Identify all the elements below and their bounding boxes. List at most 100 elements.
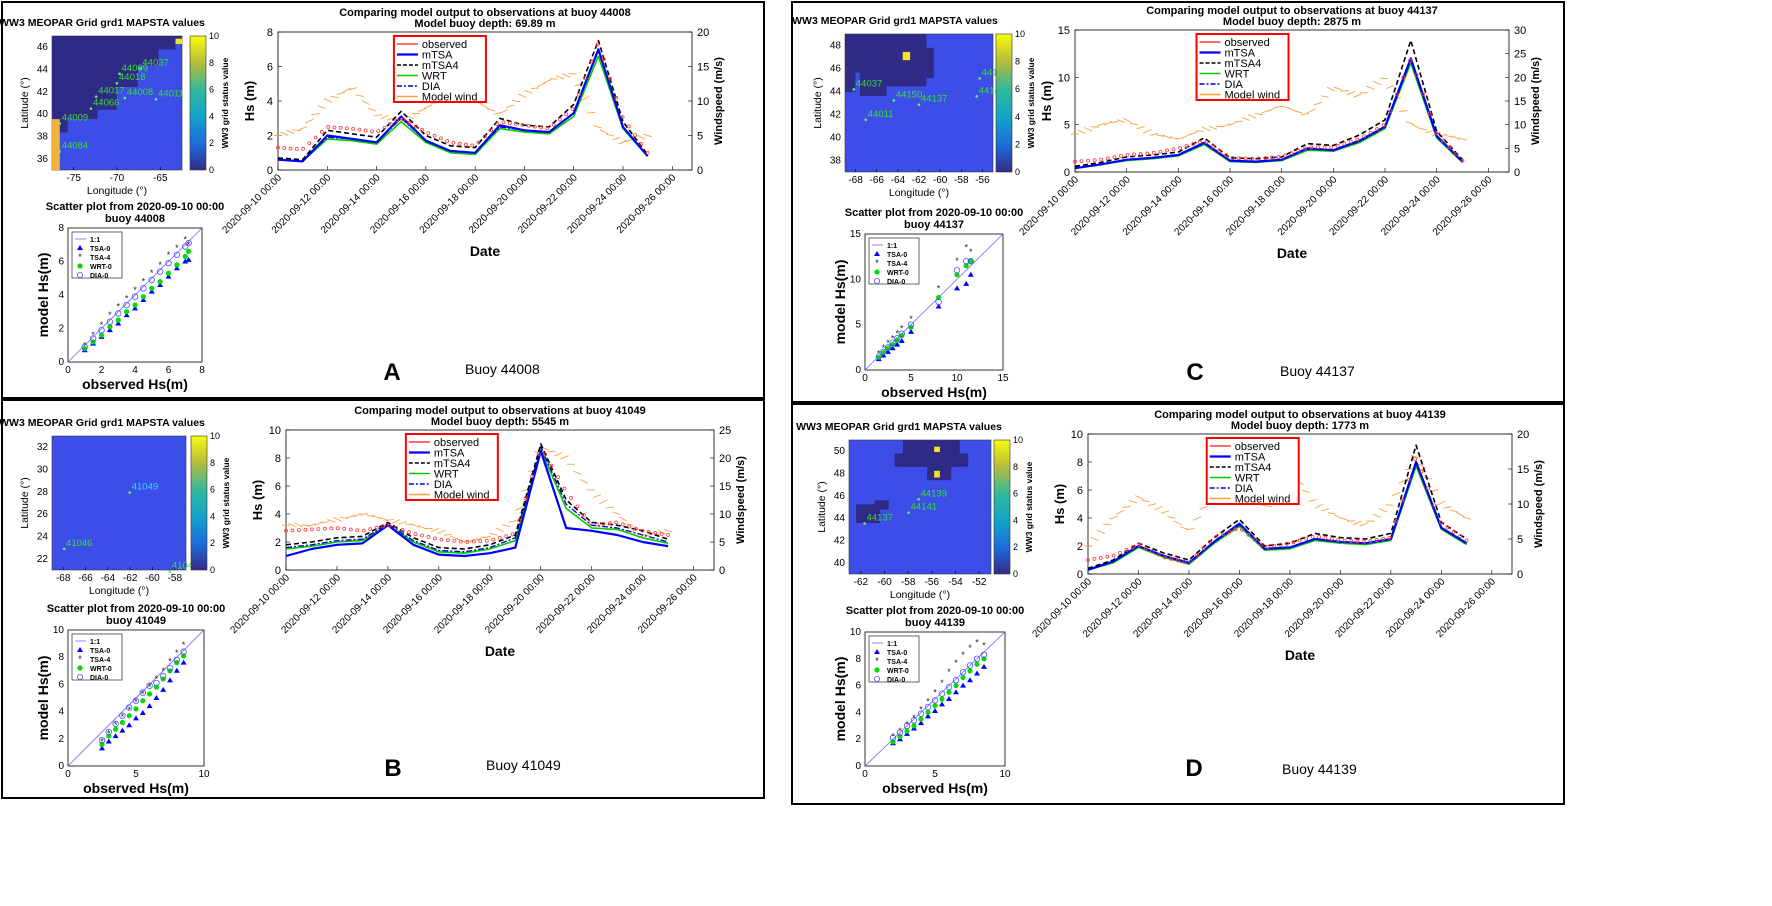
ts-plot-area [285,429,715,571]
map-xtick-label: -58 [901,577,916,588]
observed-point [1156,552,1161,557]
wind-arrow [1314,503,1324,509]
sc-point-dia0 [935,298,942,306]
observed-point [545,126,550,131]
map-ytick-label: 44 [834,513,846,524]
observed-point [1439,520,1443,525]
sc-point-wrt0 [174,262,180,268]
sc-xtick-label: 2 [99,365,105,376]
wind-arrow [593,124,602,129]
sc-point-tsa4: * [891,333,895,343]
sc-ytick-label: 15 [850,229,862,240]
observed-point [1276,155,1281,159]
wind-arrow [437,529,446,535]
station-label: 44141 [911,502,937,513]
sc-point-tsa4: * [891,732,895,742]
panel-letter: C [1186,359,1203,386]
station-label: 44137 [921,94,947,105]
sc-point-tsa4: * [937,283,941,293]
map-ytick-label: 40 [830,133,842,144]
colorbar-tick-label: 6 [1013,489,1018,499]
station-label: 41046 [66,538,92,549]
wind-arrow [1143,128,1152,134]
sc-point-dia0 [966,662,974,669]
sc-point-tsa0 [932,708,938,714]
sc-title: Scatter plot from 2020-09-10 00:00 [47,603,226,615]
ts-ytick-label: 2 [1077,541,1083,553]
map-xlabel: Longitude (°) [890,589,950,601]
map-ytick-label: 48 [830,41,842,52]
series-line-wrt [285,448,669,554]
wind-arrow [514,506,524,511]
colorbar-tick-label: 4 [209,111,214,121]
observed-point [1073,159,1077,164]
wind-arrow [547,450,556,453]
ts-ytick-label: 8 [275,453,281,465]
ts-wtick-label: 15 [719,481,731,493]
sc-point-tsa4: * [148,682,152,692]
sc-point-tsa4: * [187,240,191,250]
sc-ytick-label: 6 [58,679,64,690]
observed-point [451,140,456,145]
observed-point [639,142,644,146]
wind-arrow [366,514,375,517]
observed-point [1240,527,1244,532]
sc-point-dia0 [112,720,119,728]
colorbar-tick-label: 4 [1015,112,1020,122]
wind-arrow [1180,526,1189,530]
colorbar-tick-label: 0 [1013,569,1018,579]
wind-arrow [1160,510,1170,514]
observed-point [1233,527,1238,532]
sc-point-tsa4: * [909,314,913,324]
sc-point-dia0 [166,664,174,672]
observed-point [1182,559,1187,564]
station-marker [58,122,62,125]
sc-legend-label: WRT-0 [887,668,909,675]
station-label: 44037 [142,57,168,68]
sc-point-tsa4: * [100,737,104,747]
sc-point-tsa4: * [886,338,890,348]
observed-point [1414,73,1419,77]
observed-point [1460,158,1465,163]
observed-point [355,528,360,533]
observed-point [1151,150,1156,155]
sc-legend-swatch [874,667,880,673]
observed-point [1335,144,1340,148]
sc-legend-label: TSA-4 [90,255,110,262]
observed-point [1419,469,1424,474]
wind-arrow [560,455,569,460]
sc-point-dia0 [131,293,139,300]
observed-point [394,526,399,530]
ts-wtick-label: 10 [1517,499,1529,511]
sc-point-dia0 [880,348,887,356]
wind-arrow [1090,536,1099,541]
observed-point [653,530,658,535]
observed-point [1355,539,1360,544]
sc-point-dia0 [115,310,122,317]
panel-caption: Buoy 44137 [1280,363,1355,379]
wind-arrow [280,131,289,136]
sc-point-tsa4: * [898,726,902,736]
sc-point-dia0 [959,669,967,676]
station-label: 44066 [93,98,119,109]
map-ytick-label: 46 [830,64,842,75]
sc-legend-swatch [77,271,84,278]
series-line-mtsa4 [285,443,669,550]
sc-point-wrt0 [115,317,121,323]
wind-arrow [1346,90,1356,96]
ts-legend-label: Model wind [1235,494,1291,506]
map-xtick-label: -56 [975,175,990,186]
station-label: 44009 [62,112,88,123]
ts-wtick-label: 25 [719,425,731,437]
sc-point-tsa0 [133,715,139,721]
wind-arrow [333,517,343,522]
ts-y2label: Windspeed (m/s) [1533,460,1545,548]
sc-point-dia0 [153,679,160,687]
wind-arrow [651,532,660,535]
observed-point [1119,154,1123,158]
observed-point [504,534,509,538]
sc-ytick-label: 2 [58,734,64,745]
sc-point-wrt0 [140,294,146,300]
ts-ytick-label: 10 [269,425,281,437]
sc-point-dia0 [105,728,112,736]
